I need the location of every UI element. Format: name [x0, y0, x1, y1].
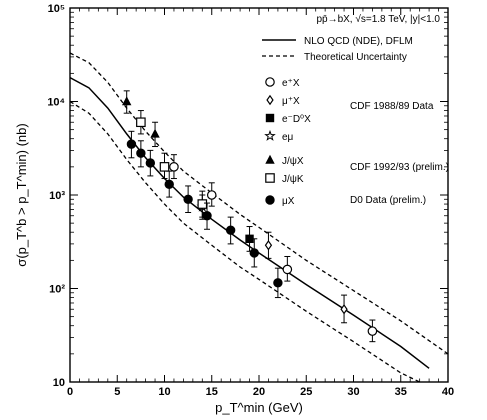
data-point	[367, 326, 378, 336]
series-4	[122, 90, 160, 148]
legend-label: μ⁺X	[282, 96, 300, 107]
x-tick-label: 30	[347, 386, 359, 398]
data-point	[169, 162, 179, 172]
series-1	[264, 231, 348, 324]
legend-marker	[265, 173, 275, 183]
axes: 0 5 10 15 20 25 30 35 40 10 10² 10³ 10⁴ 10⁵ p_T^min (G…	[14, 3, 454, 415]
x-tick-label: 35	[395, 386, 407, 398]
legend-marker	[265, 77, 275, 87]
data-point	[202, 211, 212, 221]
nlo-qcd-curve	[69, 76, 430, 369]
data-points	[122, 90, 378, 343]
x-tick-label: 20	[253, 386, 265, 398]
x-tick-label: 5	[114, 386, 120, 398]
data-point	[197, 199, 208, 209]
data-point	[136, 117, 146, 128]
legend-label: μX	[282, 196, 295, 207]
data-point	[183, 194, 193, 204]
y-tick-label: 10⁵	[48, 3, 65, 15]
legend-marker	[265, 154, 275, 164]
legend-label: NLO QCD (NDE), DFLM	[304, 36, 413, 47]
data-point	[282, 264, 293, 275]
data-point	[225, 225, 236, 235]
data-point	[245, 234, 254, 244]
y-tick-label: 10⁴	[47, 97, 65, 109]
x-tick-label: 10	[158, 386, 170, 398]
series-5	[136, 110, 208, 218]
data-point	[249, 248, 259, 258]
y-tick-label: 10	[53, 377, 65, 389]
series-0	[169, 154, 378, 343]
legend: pp̄→bX, √s=1.8 TeV, |y|<1.0 NLO QCD (NDE)…	[262, 13, 449, 207]
uncertainty-curve-1	[69, 52, 449, 355]
data-point	[150, 128, 160, 138]
data-point	[122, 96, 132, 106]
data-point	[206, 190, 217, 200]
data-point	[136, 148, 146, 158]
legend-marker	[264, 129, 276, 141]
x-tick-label: 25	[300, 386, 312, 398]
legend-group-label: CDF 1988/89 Data	[350, 101, 434, 112]
data-point	[273, 278, 283, 288]
legend-label: eμ	[282, 132, 294, 143]
legend-marker	[265, 195, 275, 205]
y-tick-label: 10²	[49, 284, 65, 296]
data-point	[159, 162, 170, 172]
legend-header: pp̄→bX, √s=1.8 TeV, |y|<1.0	[316, 13, 440, 25]
legend-label: e⁺X	[282, 78, 300, 89]
uncertainty-curve-2	[69, 100, 420, 383]
legend-group-label: CDF 1992/93 (prelim.)	[350, 162, 449, 173]
legend-label: e⁻D⁰X	[282, 114, 311, 125]
legend-label: Theoretical Uncertainty	[304, 52, 407, 63]
legend-marker	[265, 113, 275, 123]
data-point	[145, 158, 156, 168]
legend-label: J/ψK	[282, 174, 304, 185]
data-point	[340, 303, 348, 315]
data-point	[164, 179, 174, 190]
x-tick-label: 15	[206, 386, 218, 398]
series-6	[126, 130, 283, 299]
data-point	[126, 139, 137, 149]
legend-marker	[266, 94, 274, 106]
x-tick-label: 0	[67, 386, 73, 398]
x-tick-label: 40	[442, 386, 454, 398]
y-axis-label: σ(p_T^b > p_T^min) (nb)	[14, 123, 29, 266]
legend-label: J/ψX	[282, 156, 304, 167]
x-axis-label: p_T^min (GeV)	[215, 400, 303, 415]
legend-group-label: D0 Data (prelim.)	[350, 195, 426, 206]
y-tick-label: 10³	[49, 190, 65, 202]
data-point	[264, 240, 273, 251]
